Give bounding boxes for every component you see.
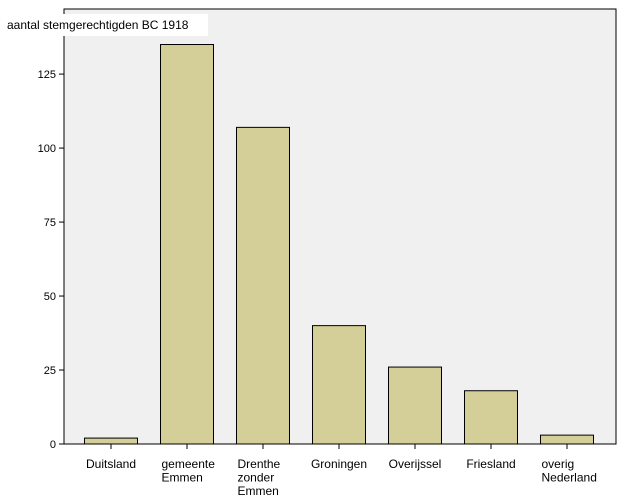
y-axis-title: aantal stemgerechtigden BC 1918 <box>7 18 189 32</box>
x-tick-label-line: Overijssel <box>389 457 442 471</box>
y-tick-label: 100 <box>38 143 56 155</box>
x-tick-label: Drenthe zonder Emmen <box>238 457 281 498</box>
x-tick-label-line: zonder <box>238 471 275 485</box>
x-tick-label-line: Drenthe <box>238 457 281 471</box>
x-tick-label: gemeente Emmen <box>162 457 216 485</box>
bar <box>84 437 138 445</box>
x-tick-label: overig Nederland <box>542 457 597 485</box>
x-tick-label-line: Groningen <box>311 457 367 471</box>
bar <box>312 325 366 445</box>
x-tick-label-line: Emmen <box>162 471 203 485</box>
y-tick-label: 25 <box>44 365 56 377</box>
x-tick-label-line: Duitsland <box>86 457 136 471</box>
bars-group <box>84 44 594 445</box>
y-tick-label: 50 <box>44 291 56 303</box>
y-tick-label: 0 <box>50 439 56 451</box>
x-tick-label-line: gemeente <box>162 457 216 471</box>
x-tick-label-line: Friesland <box>466 457 515 471</box>
y-tick-label: 125 <box>38 69 56 81</box>
x-tick-label-line: Emmen <box>238 484 279 498</box>
y-axis: 0 25 50 75 100 125 <box>38 69 64 451</box>
bar <box>464 390 518 445</box>
x-tick-label: Friesland <box>466 457 515 471</box>
x-tick-label: Overijssel <box>389 457 442 471</box>
y-axis-title-background <box>2 14 208 36</box>
x-tick-label: Groningen <box>311 457 367 471</box>
y-tick-label: 75 <box>44 217 56 229</box>
x-tick-label-line: Nederland <box>542 471 597 485</box>
bar <box>236 126 290 445</box>
x-tick-label-line: overig <box>542 457 575 471</box>
bar <box>160 44 214 445</box>
bar <box>388 366 442 445</box>
bar <box>540 434 594 445</box>
x-tick-label: Duitsland <box>86 457 136 471</box>
